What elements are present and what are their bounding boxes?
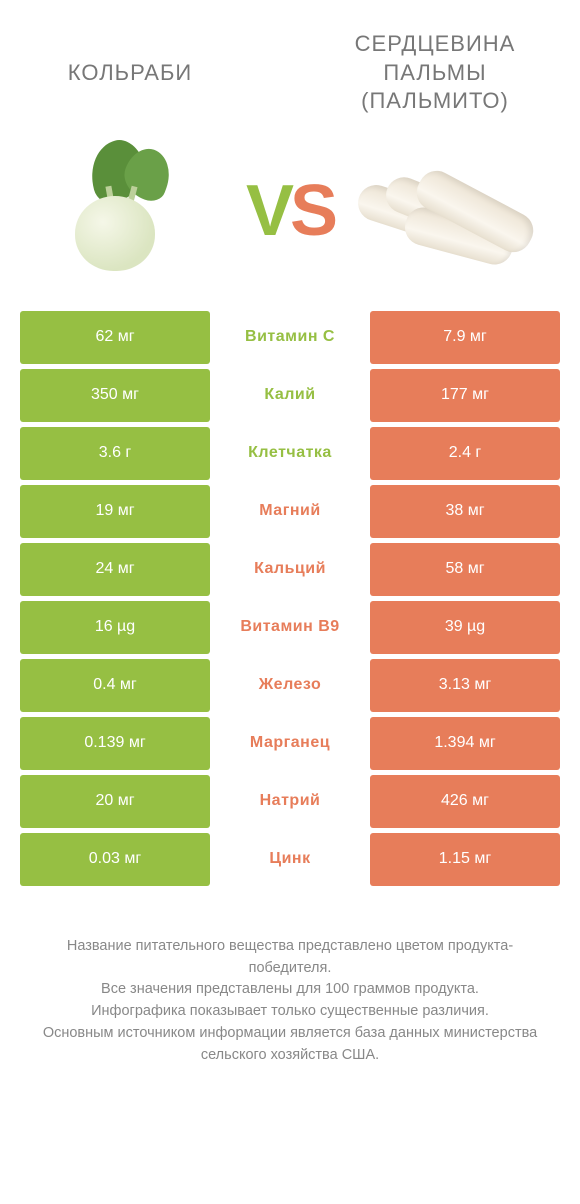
footer-line-3: Инфографика показывает только существенн… bbox=[30, 1001, 550, 1023]
value-right: 426 мг bbox=[370, 775, 560, 828]
value-right: 39 µg bbox=[370, 601, 560, 654]
nutrient-label: Кальций bbox=[210, 543, 370, 596]
table-row: 16 µgВитамин B939 µg bbox=[20, 601, 560, 654]
nutrient-label: Клетчатка bbox=[210, 427, 370, 480]
value-left: 0.4 мг bbox=[20, 659, 210, 712]
value-left: 0.03 мг bbox=[20, 833, 210, 886]
nutrient-label: Витамин C bbox=[210, 311, 370, 364]
value-right: 3.13 мг bbox=[370, 659, 560, 712]
nutrient-label: Марганец bbox=[210, 717, 370, 770]
kohlrabi-image bbox=[30, 136, 210, 286]
table-row: 0.139 мгМарганец1.394 мг bbox=[20, 717, 560, 770]
table-row: 0.03 мгЦинк1.15 мг bbox=[20, 833, 560, 886]
table-row: 19 мгМагний38 мг bbox=[20, 485, 560, 538]
value-right: 38 мг bbox=[370, 485, 560, 538]
table-row: 0.4 мгЖелезо3.13 мг bbox=[20, 659, 560, 712]
palm-hearts-image bbox=[370, 136, 550, 286]
value-left: 62 мг bbox=[20, 311, 210, 364]
table-row: 62 мгВитамин C7.9 мг bbox=[20, 311, 560, 364]
value-left: 0.139 мг bbox=[20, 717, 210, 770]
value-left: 20 мг bbox=[20, 775, 210, 828]
table-row: 20 мгНатрий426 мг bbox=[20, 775, 560, 828]
value-right: 1.15 мг bbox=[370, 833, 560, 886]
value-left: 350 мг bbox=[20, 369, 210, 422]
title-right: СЕРДЦЕВИНА ПАЛЬМЫ (ПАЛЬМИТО) bbox=[320, 30, 550, 116]
footer-line-4: Основным источником информации является … bbox=[30, 1023, 550, 1067]
value-right: 1.394 мг bbox=[370, 717, 560, 770]
value-right: 177 мг bbox=[370, 369, 560, 422]
vs-v: V bbox=[246, 171, 290, 251]
value-right: 2.4 г bbox=[370, 427, 560, 480]
nutrient-label: Витамин B9 bbox=[210, 601, 370, 654]
nutrient-label: Цинк bbox=[210, 833, 370, 886]
hero-row: VS bbox=[0, 126, 580, 311]
footer-line-2: Все значения представлены для 100 граммо… bbox=[30, 979, 550, 1001]
table-row: 350 мгКалий177 мг bbox=[20, 369, 560, 422]
nutrient-label: Железо bbox=[210, 659, 370, 712]
value-right: 58 мг bbox=[370, 543, 560, 596]
header: КОЛЬРАБИ СЕРДЦЕВИНА ПАЛЬМЫ (ПАЛЬМИТО) bbox=[0, 0, 580, 126]
value-left: 3.6 г bbox=[20, 427, 210, 480]
comparison-table: 62 мгВитамин C7.9 мг350 мгКалий177 мг3.6… bbox=[0, 311, 580, 886]
nutrient-label: Магний bbox=[210, 485, 370, 538]
footer-text: Название питательного вещества представл… bbox=[0, 891, 580, 1067]
title-left: КОЛЬРАБИ bbox=[30, 60, 230, 86]
vs-label: VS bbox=[246, 170, 334, 252]
vs-s: S bbox=[290, 171, 334, 251]
value-left: 24 мг bbox=[20, 543, 210, 596]
table-row: 3.6 гКлетчатка2.4 г bbox=[20, 427, 560, 480]
value-right: 7.9 мг bbox=[370, 311, 560, 364]
nutrient-label: Натрий bbox=[210, 775, 370, 828]
nutrient-label: Калий bbox=[210, 369, 370, 422]
table-row: 24 мгКальций58 мг bbox=[20, 543, 560, 596]
value-left: 19 мг bbox=[20, 485, 210, 538]
footer-line-1: Название питательного вещества представл… bbox=[30, 936, 550, 980]
value-left: 16 µg bbox=[20, 601, 210, 654]
